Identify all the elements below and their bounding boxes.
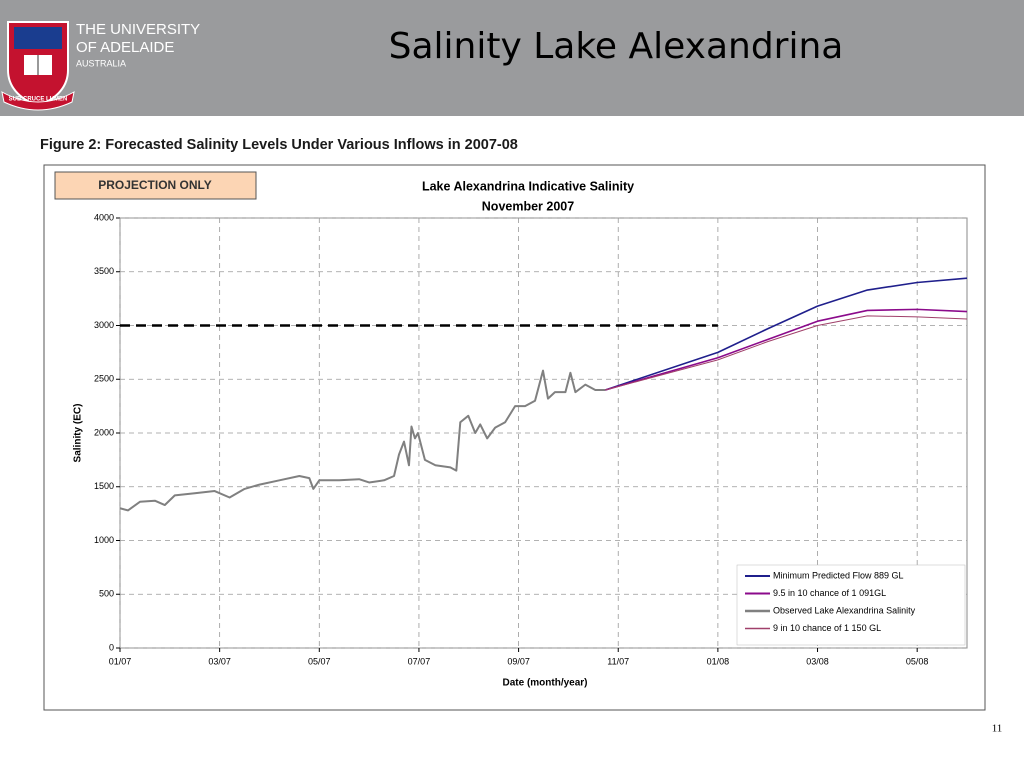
series-line [605,315,968,391]
slide-title: Salinity Lake Alexandrina [389,26,844,67]
series-line [119,369,606,512]
logo [1,21,75,111]
logo-text: OF ADELAIDE [76,39,174,56]
chart-subtitle: November 2007 [482,199,574,213]
legend-label: 9 in 10 chance of 1 150 GL [773,623,881,633]
page-number: 11 [992,723,1003,735]
y-tick-label: 2500 [94,374,114,384]
header-band [0,0,1024,116]
series-line [605,308,968,391]
x-tick-label: 05/07 [308,656,331,666]
legend-label: Observed Lake Alexandrina Salinity [773,605,916,615]
annotation: PROJECTION ONLY [98,178,212,192]
x-tick-label: 11/07 [607,656,629,666]
y-tick-label: 3000 [94,320,114,330]
x-tick-label: 09/07 [507,656,530,666]
y-tick-label: 4000 [94,212,114,222]
x-tick-label: 05/08 [906,656,929,666]
series-line [605,277,968,391]
logo-motto: SUB CRUCE LUMEN [9,97,68,103]
chart-title: Lake Alexandrina Indicative Salinity [422,179,634,193]
x-axis-label: Date (month/year) [502,678,587,689]
logo-text: AUSTRALIA [76,58,126,68]
legend-box [736,564,966,646]
figure-caption: Figure 2: Forecasted Salinity Levels Und… [40,137,518,153]
legend-label: Minimum Predicted Flow 889 GL [773,570,904,580]
x-tick-label: 01/07 [109,656,132,666]
x-tick-label: 01/08 [707,656,730,666]
y-tick-label: 0 [109,642,114,652]
y-tick-label: 3500 [94,266,114,276]
x-tick-label: 03/08 [806,656,829,666]
legend-label: 9.5 in 10 chance of 1 091GL [773,588,886,598]
y-tick-label: 2000 [94,427,114,437]
logo-text: THE UNIVERSITY [76,21,200,38]
y-tick-label: 1500 [94,481,114,491]
y-tick-label: 500 [99,589,114,599]
y-axis-label: Salinity (EC) [73,404,84,463]
x-tick-label: 07/07 [408,656,431,666]
y-tick-label: 1000 [94,535,114,545]
annotation-box [54,171,257,200]
x-tick-label: 03/07 [208,656,231,666]
